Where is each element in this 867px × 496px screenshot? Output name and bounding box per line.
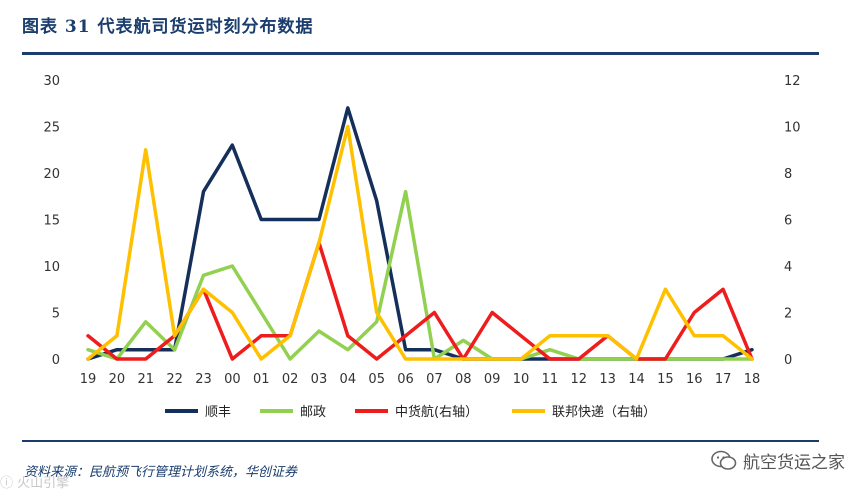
legend-label-0: 顺丰: [205, 405, 231, 420]
left-tick-label: 30: [43, 74, 60, 89]
x-tick-label: 18: [744, 372, 761, 387]
legend-label-2: 中货航(右轴）: [395, 404, 478, 420]
x-tick-label: 19: [80, 372, 97, 387]
right-axis-ticks: 0 2 4 6 8 10 12: [784, 74, 801, 368]
right-tick-label: 0: [784, 353, 792, 368]
title-rule: [22, 52, 819, 55]
x-tick-label: 10: [513, 372, 530, 387]
x-tick-label: 01: [253, 372, 270, 387]
wechat-icon: [711, 450, 737, 472]
watermark-right: 航空货运之家: [711, 448, 845, 473]
right-tick-label: 4: [784, 260, 792, 275]
figure-title: 图表 31 代表航司货运时刻分布数据: [22, 17, 314, 37]
legend: 顺丰 邮政 中货航(右轴） 联邦快递（右轴）: [165, 404, 656, 420]
x-tick-label: 08: [455, 372, 472, 387]
x-tick-label: 07: [426, 372, 443, 387]
x-tick-label: 00: [224, 372, 241, 387]
right-tick-label: 2: [784, 307, 792, 322]
x-tick-label: 23: [195, 372, 212, 387]
x-tick-label: 09: [484, 372, 501, 387]
x-tick-label: 13: [599, 372, 616, 387]
legend-label-3: 联邦快递（右轴）: [552, 405, 656, 420]
left-axis-ticks: 0 5 10 15 20 25 30: [43, 74, 60, 368]
x-tick-label: 11: [542, 372, 559, 387]
x-tick-label: 22: [166, 372, 183, 387]
left-tick-label: 5: [52, 307, 60, 322]
x-tick-label: 05: [368, 372, 385, 387]
left-tick-label: 10: [43, 260, 60, 275]
x-tick-label: 16: [686, 372, 703, 387]
x-tick-label: 04: [340, 372, 357, 387]
left-tick-label: 20: [43, 167, 60, 182]
series-line-3: [86, 124, 754, 361]
right-tick-label: 12: [784, 74, 801, 89]
right-tick-label: 10: [784, 121, 801, 136]
source-note: 资料来源：民航预飞行管理计划系统，华创证券: [24, 465, 298, 480]
left-tick-label: 0: [52, 353, 60, 368]
x-tick-label: 20: [109, 372, 126, 387]
x-tick-label: 14: [628, 372, 645, 387]
left-tick-label: 25: [43, 121, 60, 136]
left-tick-label: 15: [43, 214, 60, 229]
x-tick-label: 06: [397, 372, 414, 387]
source-rule: [22, 440, 819, 442]
x-tick-label: 21: [137, 372, 154, 387]
watermark-left: ⓘ 火山引擎: [0, 476, 70, 491]
right-tick-label: 6: [784, 214, 792, 229]
x-tick-label: 17: [715, 372, 732, 387]
right-tick-label: 8: [784, 167, 792, 182]
x-axis-ticks: 19 20 21 22 23 00 01 02 03 04 05 06 07 08 09 10 11 12 13 14…: [80, 372, 761, 387]
plot-lines: [86, 106, 754, 361]
x-tick-label: 03: [311, 372, 328, 387]
x-tick-label: 02: [282, 372, 299, 387]
series-line-2: [86, 241, 754, 361]
watermark-text: 航空货运之家: [743, 453, 845, 473]
legend-label-1: 邮政: [300, 405, 326, 420]
x-tick-label: 15: [657, 372, 674, 387]
x-tick-label: 12: [571, 372, 588, 387]
